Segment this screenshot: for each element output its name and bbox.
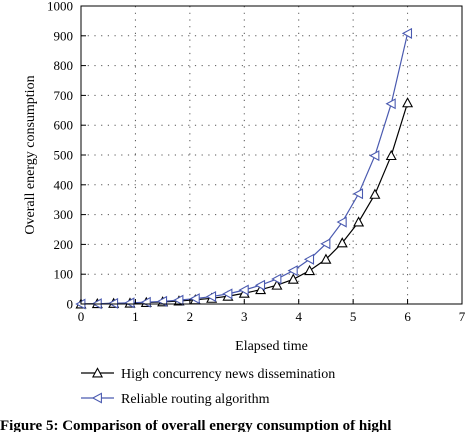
data-point [336,237,348,248]
data-point [401,27,413,39]
y-tick-label: 600 [54,118,74,133]
data-point [369,188,381,199]
plot-frame [80,5,463,305]
data-point [205,291,217,303]
x-tick-label: 0 [78,309,85,324]
legend: High concurrency news dissemination Relia… [81,367,335,407]
y-tick-label: 100 [54,267,74,282]
y-tick-label: 0 [67,297,74,312]
data-point [320,238,331,250]
legend-entry: High concurrency news dissemination [81,367,335,382]
data-point [271,279,283,290]
data-point [140,296,151,308]
data-point [287,273,299,284]
data-point [254,279,266,291]
data-point [353,216,365,227]
data-point [238,284,249,296]
y-tick-label: 300 [54,207,74,222]
series-layer [75,27,414,310]
data-point [369,150,380,162]
data-point [189,293,200,305]
line-chart: 0 1 2 3 4 5 6 7 0 100 200 300 400 500 600 700 800 900 1000… [23,0,466,407]
data-point [271,273,282,285]
grid-lines [81,6,462,304]
x-axis-label: Elapsed time [235,339,308,354]
data-point [304,264,316,276]
x-tick-label: 3 [241,309,248,324]
data-point [287,265,298,277]
x-tick-label: 2 [187,309,194,324]
y-tick-label: 800 [54,58,74,73]
data-point [385,149,397,161]
legend-label: High concurrency news dissemination [121,367,335,382]
x-tick-label: 6 [404,309,411,324]
legend-marker [91,367,104,378]
x-tick-label: 7 [459,309,466,324]
series-1 [75,97,414,309]
data-point [402,97,414,108]
data-point [352,188,364,200]
series-2 [75,27,413,310]
series-line [80,102,409,305]
y-tick-label: 400 [54,177,74,192]
data-point [107,297,119,309]
legend-entry: Reliable routing algorithm [81,392,270,407]
y-tick-label: 1000 [47,0,73,14]
legend-marker [91,392,102,404]
data-point [303,253,315,265]
y-tick-label: 900 [54,28,74,43]
x-tick-label: 5 [350,309,357,324]
y-tick-label: 200 [54,237,74,252]
figure-caption: Figure 5: Comparison of overall energy c… [0,420,392,432]
y-axis-label: Overall energy consumption [23,75,38,234]
data-point [385,98,396,110]
y-tick-label: 700 [54,88,74,103]
data-point [124,297,135,309]
x-tick-label: 1 [132,309,139,324]
data-point [173,294,184,306]
data-point [336,216,347,228]
data-point [320,253,332,264]
data-point [222,288,233,300]
legend-label: Reliable routing algorithm [121,392,270,407]
axis-ticks: 0 1 2 3 4 5 6 7 0 100 200 300 400 500 600 700 800 900 1000 [47,0,466,324]
x-tick-label: 4 [295,309,302,324]
y-tick-label: 500 [54,148,74,163]
